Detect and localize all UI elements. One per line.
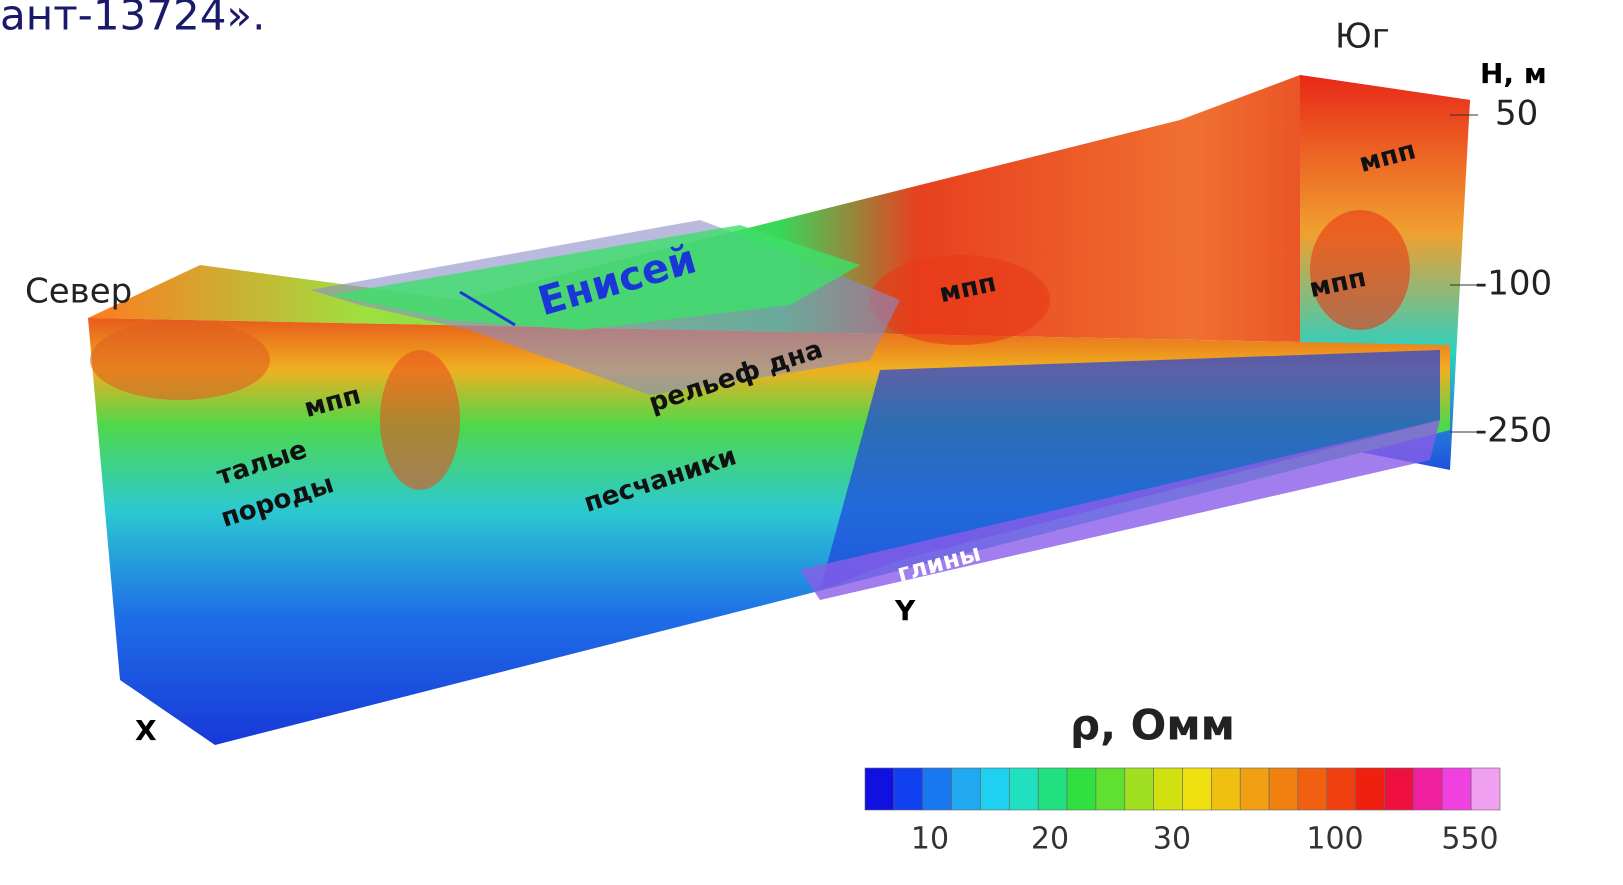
- x-axis-label: X: [135, 714, 157, 747]
- y-axis-label: Y: [894, 594, 916, 627]
- south-label: Юг: [1335, 17, 1390, 57]
- north-label: Север: [25, 272, 132, 312]
- colorbar-cell: [1009, 767, 1039, 811]
- colorbar-cell: [1413, 767, 1443, 811]
- colorbar-tick: 550: [1441, 822, 1498, 857]
- colorbar-cell: [1124, 767, 1154, 811]
- colorbar-title: ρ, Омм: [1070, 701, 1235, 750]
- colorbar-tick: 20: [1031, 822, 1069, 857]
- colorbar-cell: [951, 767, 981, 811]
- colorbar-cell: [1355, 767, 1385, 811]
- colorbar-cell: [1470, 767, 1501, 811]
- colorbar-cell: [922, 767, 952, 811]
- anomaly: [870, 255, 1050, 345]
- clay-zone: [800, 420, 1440, 600]
- colorbar-cell: [1182, 767, 1212, 811]
- depth-tick: -100: [1475, 264, 1552, 304]
- colorbar-cell: [1384, 767, 1414, 811]
- colorbar: [864, 767, 1501, 811]
- caption-fragment: ант-13724».: [0, 0, 265, 40]
- colorbar-cell: [1239, 767, 1270, 811]
- colorbar-cell: [1037, 767, 1068, 811]
- colorbar-cell: [1441, 767, 1472, 811]
- anomaly: [90, 320, 270, 400]
- colorbar-cell: [1326, 767, 1356, 811]
- colorbar-cell: [1211, 767, 1241, 811]
- anomaly: [1310, 210, 1410, 330]
- colorbar-tick: 30: [1153, 822, 1191, 857]
- arrow: [459, 290, 516, 327]
- colorbar-tick: 100: [1306, 822, 1363, 857]
- block-top: [88, 75, 1470, 345]
- colorbar-cell: [1153, 767, 1183, 811]
- river-surface: [330, 225, 860, 330]
- depth-tick: 50: [1495, 94, 1538, 134]
- anomaly: [380, 350, 460, 490]
- colorbar-cell: [1297, 767, 1328, 811]
- colorbar-cell: [980, 767, 1010, 811]
- colorbar-tick: 10: [911, 822, 949, 857]
- colorbar-cell: [1095, 767, 1126, 811]
- depth-title: Н, м: [1480, 57, 1547, 90]
- depth-tick: -250: [1475, 411, 1552, 451]
- colorbar-cell: [864, 767, 895, 811]
- colorbar-cell: [1268, 767, 1299, 811]
- colorbar-cell: [1066, 767, 1097, 811]
- colorbar-cell: [893, 767, 924, 811]
